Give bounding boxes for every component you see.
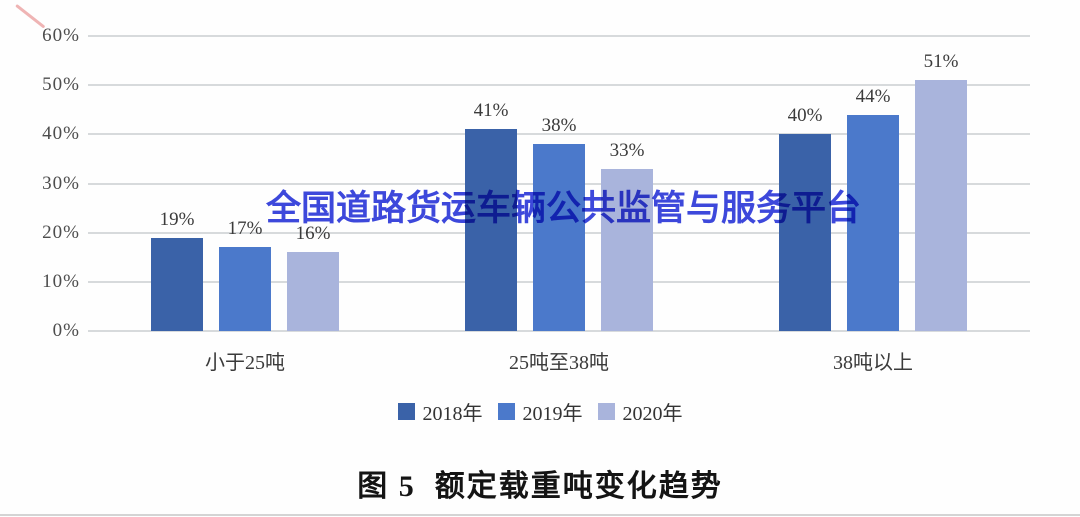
x-axis: 小于25吨 25吨至38吨 38吨以上 — [88, 346, 1030, 375]
bar-value-label: 44% — [855, 85, 891, 107]
bar-column: 16% — [287, 36, 339, 331]
y-axis-tick-label: 50% — [42, 74, 80, 96]
bar-column: 38% — [533, 36, 585, 331]
y-axis-tick-label: 20% — [42, 221, 80, 243]
bar-value-label: 38% — [541, 115, 577, 137]
bar-2020年-25吨至38吨 — [601, 168, 653, 331]
bar-value-label: 41% — [473, 100, 509, 122]
gridline — [88, 35, 1030, 37]
bar-2019年-小于25吨 — [219, 247, 271, 331]
bar-column: 19% — [151, 36, 203, 331]
bar-column: 44% — [847, 36, 899, 331]
bar-2020年-小于25吨 — [287, 252, 339, 331]
bar-2018年-38吨以上 — [779, 134, 831, 331]
plot-area: 19% 17% 16% 41% 38% 33% 40% 44% 51% — [88, 35, 1030, 332]
legend-swatch-icon — [397, 403, 415, 420]
bar-value-label: 40% — [787, 105, 823, 127]
bar-2018年-25吨至38吨 — [465, 129, 517, 331]
legend-swatch-icon — [497, 403, 515, 420]
legend: 2018年 2019年 2020年 — [0, 397, 1080, 426]
legend-label: 2019年 — [522, 403, 583, 425]
bar-column: 41% — [465, 36, 517, 331]
y-axis-tick-label: 10% — [42, 270, 80, 292]
legend-item: 2019年 — [497, 397, 583, 426]
y-axis: 60% 50% 40% 30% 20% 10% 0% — [18, 25, 80, 341]
bar-group: 19% 17% 16% — [88, 36, 402, 331]
bar-column: 33% — [601, 36, 653, 331]
legend-swatch-icon — [597, 403, 615, 420]
bar-2020年-38吨以上 — [915, 80, 967, 331]
bar-groups: 19% 17% 16% 41% 38% 33% 40% 44% 51% — [88, 36, 1030, 331]
y-axis-tick-label: 60% — [42, 25, 80, 46]
gridline — [88, 133, 1030, 136]
bar-2019年-25吨至38吨 — [533, 144, 585, 331]
bar-value-label: 33% — [609, 139, 645, 161]
bar-value-label: 16% — [295, 223, 331, 245]
legend-label: 2020年 — [622, 403, 683, 425]
bar-group: 40% 44% 51% — [716, 36, 1030, 331]
bar-value-label: 17% — [227, 218, 263, 240]
y-axis-tick-label: 30% — [42, 172, 80, 194]
watermark-text: 全国道路货运车辆公共监管与服务平台 — [266, 189, 862, 228]
bar-value-label: 19% — [159, 208, 195, 230]
bar-column: 17% — [219, 36, 271, 331]
x-axis-category-label: 25吨至38吨 — [509, 352, 609, 374]
figure-caption: 图 5 额定载重吨变化趋势 — [357, 470, 723, 503]
x-axis-category-label: 38吨以上 — [833, 352, 913, 374]
bar-group: 41% 38% 33% — [402, 36, 716, 331]
bar-column: 40% — [779, 36, 831, 331]
gridline — [88, 84, 1030, 87]
bar-value-label: 51% — [923, 51, 959, 73]
bar-column: 51% — [915, 36, 967, 331]
x-axis-category-label: 小于25吨 — [205, 352, 285, 374]
legend-item: 2018年 — [397, 397, 483, 426]
bottom-divider — [0, 514, 1080, 516]
legend-item: 2020年 — [597, 397, 683, 426]
y-axis-tick-label: 0% — [52, 320, 80, 341]
gridline — [88, 330, 1030, 332]
y-axis-tick-label: 40% — [42, 123, 80, 145]
legend-label: 2018年 — [422, 403, 483, 425]
bar-2018年-小于25吨 — [151, 237, 203, 331]
corner-red-mark — [15, 4, 46, 29]
bar-2019年-38吨以上 — [847, 114, 899, 331]
